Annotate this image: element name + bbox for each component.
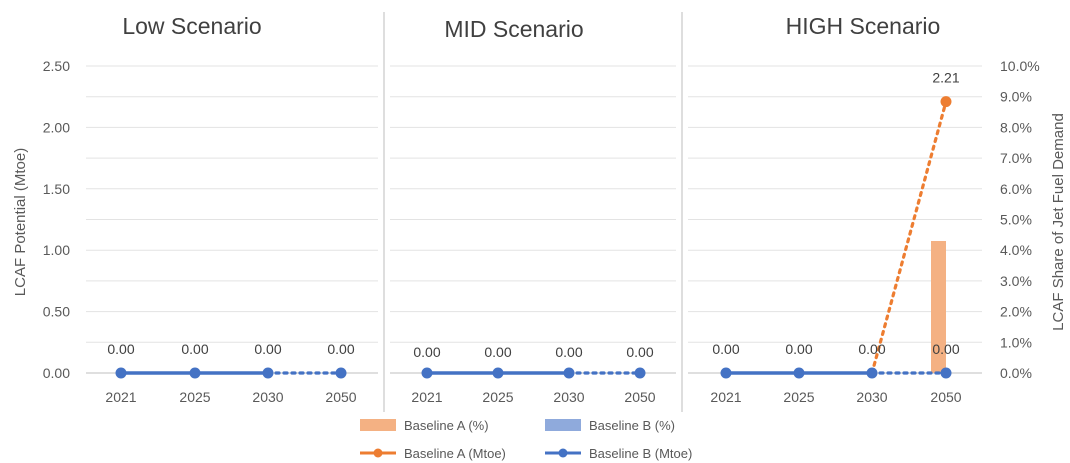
legend-swatch bbox=[545, 419, 581, 431]
x-tick-label: 2021 bbox=[411, 389, 442, 405]
legend-marker bbox=[558, 448, 568, 458]
y2-tick-label: 5.0% bbox=[1000, 212, 1032, 228]
marker-baseline-b-mtoe bbox=[492, 367, 504, 379]
data-label-2050-high: 2.21 bbox=[932, 70, 959, 86]
x-tick-label: 2050 bbox=[325, 389, 356, 405]
data-label: 0.00 bbox=[858, 341, 885, 357]
y2-tick-label: 2.0% bbox=[1000, 304, 1032, 320]
data-label: 0.00 bbox=[555, 344, 582, 360]
x-tick-label: 2025 bbox=[783, 389, 814, 405]
marker-baseline-b-mtoe bbox=[720, 367, 732, 379]
x-tick-label: 2021 bbox=[710, 389, 741, 405]
legend-label: Baseline B (Mtoe) bbox=[589, 446, 692, 461]
y2-tick-label: 7.0% bbox=[1000, 150, 1032, 166]
data-label: 0.00 bbox=[181, 341, 208, 357]
data-label: 0.00 bbox=[484, 344, 511, 360]
x-tick-label: 2021 bbox=[105, 389, 136, 405]
x-tick-label: 2050 bbox=[624, 389, 655, 405]
y2-tick-label: 6.0% bbox=[1000, 181, 1032, 197]
marker-baseline-b-mtoe bbox=[335, 367, 347, 379]
x-tick-label: 2025 bbox=[179, 389, 210, 405]
y-tick-label: 1.00 bbox=[43, 242, 70, 258]
y-axis-title: LCAF Potential (Mtoe) bbox=[12, 148, 29, 296]
y2-tick-label: 0.0% bbox=[1000, 365, 1032, 381]
marker-baseline-b-mtoe bbox=[634, 367, 646, 379]
legend-label: Baseline B (%) bbox=[589, 418, 675, 433]
y2-tick-label: 8.0% bbox=[1000, 119, 1032, 135]
y2-tick-label: 4.0% bbox=[1000, 242, 1032, 258]
x-tick-label: 2030 bbox=[856, 389, 887, 405]
data-label: 0.00 bbox=[254, 341, 281, 357]
y-tick-label: 0.00 bbox=[43, 365, 70, 381]
marker-baseline-b-mtoe bbox=[563, 367, 575, 379]
x-tick-label: 2030 bbox=[553, 389, 584, 405]
panel-title: MID Scenario bbox=[444, 16, 583, 42]
marker-baseline-a-mtoe bbox=[940, 96, 952, 108]
y-tick-label: 2.50 bbox=[43, 58, 70, 74]
legend-label: Baseline A (Mtoe) bbox=[404, 446, 506, 461]
y-tick-label: 1.50 bbox=[43, 181, 70, 197]
marker-baseline-b-mtoe bbox=[793, 367, 805, 379]
legend-label: Baseline A (%) bbox=[404, 418, 489, 433]
y2-axis-title: LCAF Share of Jet Fuel Demand bbox=[1050, 113, 1067, 331]
y-tick-label: 2.00 bbox=[43, 119, 70, 135]
x-tick-label: 2030 bbox=[252, 389, 283, 405]
data-label: 0.00 bbox=[712, 341, 739, 357]
marker-baseline-b-mtoe bbox=[866, 367, 878, 379]
data-label: 0.00 bbox=[327, 341, 354, 357]
data-label: 0.00 bbox=[626, 344, 653, 360]
panel-title: Low Scenario bbox=[122, 13, 261, 39]
data-label: 0.00 bbox=[107, 341, 134, 357]
marker-baseline-b-mtoe bbox=[421, 367, 433, 379]
y2-tick-label: 9.0% bbox=[1000, 89, 1032, 105]
data-label: 0.00 bbox=[932, 341, 959, 357]
y2-tick-label: 3.0% bbox=[1000, 273, 1032, 289]
x-tick-label: 2050 bbox=[930, 389, 961, 405]
y2-tick-label: 1.0% bbox=[1000, 334, 1032, 350]
marker-baseline-b-mtoe bbox=[189, 367, 201, 379]
y2-tick-label: 10.0% bbox=[1000, 58, 1040, 74]
marker-baseline-b-mtoe bbox=[940, 367, 952, 379]
legend-marker bbox=[373, 448, 383, 458]
bar-baseline-a-pct bbox=[931, 240, 946, 373]
panel-title: HIGH Scenario bbox=[786, 13, 941, 39]
line-segment-baseline-a-mtoe bbox=[870, 100, 948, 375]
y-tick-label: 0.50 bbox=[43, 304, 70, 320]
legend-swatch bbox=[360, 419, 396, 431]
data-label: 0.00 bbox=[785, 341, 812, 357]
data-label: 0.00 bbox=[413, 344, 440, 360]
marker-baseline-b-mtoe bbox=[262, 367, 274, 379]
x-tick-label: 2025 bbox=[482, 389, 513, 405]
marker-baseline-b-mtoe bbox=[115, 367, 127, 379]
